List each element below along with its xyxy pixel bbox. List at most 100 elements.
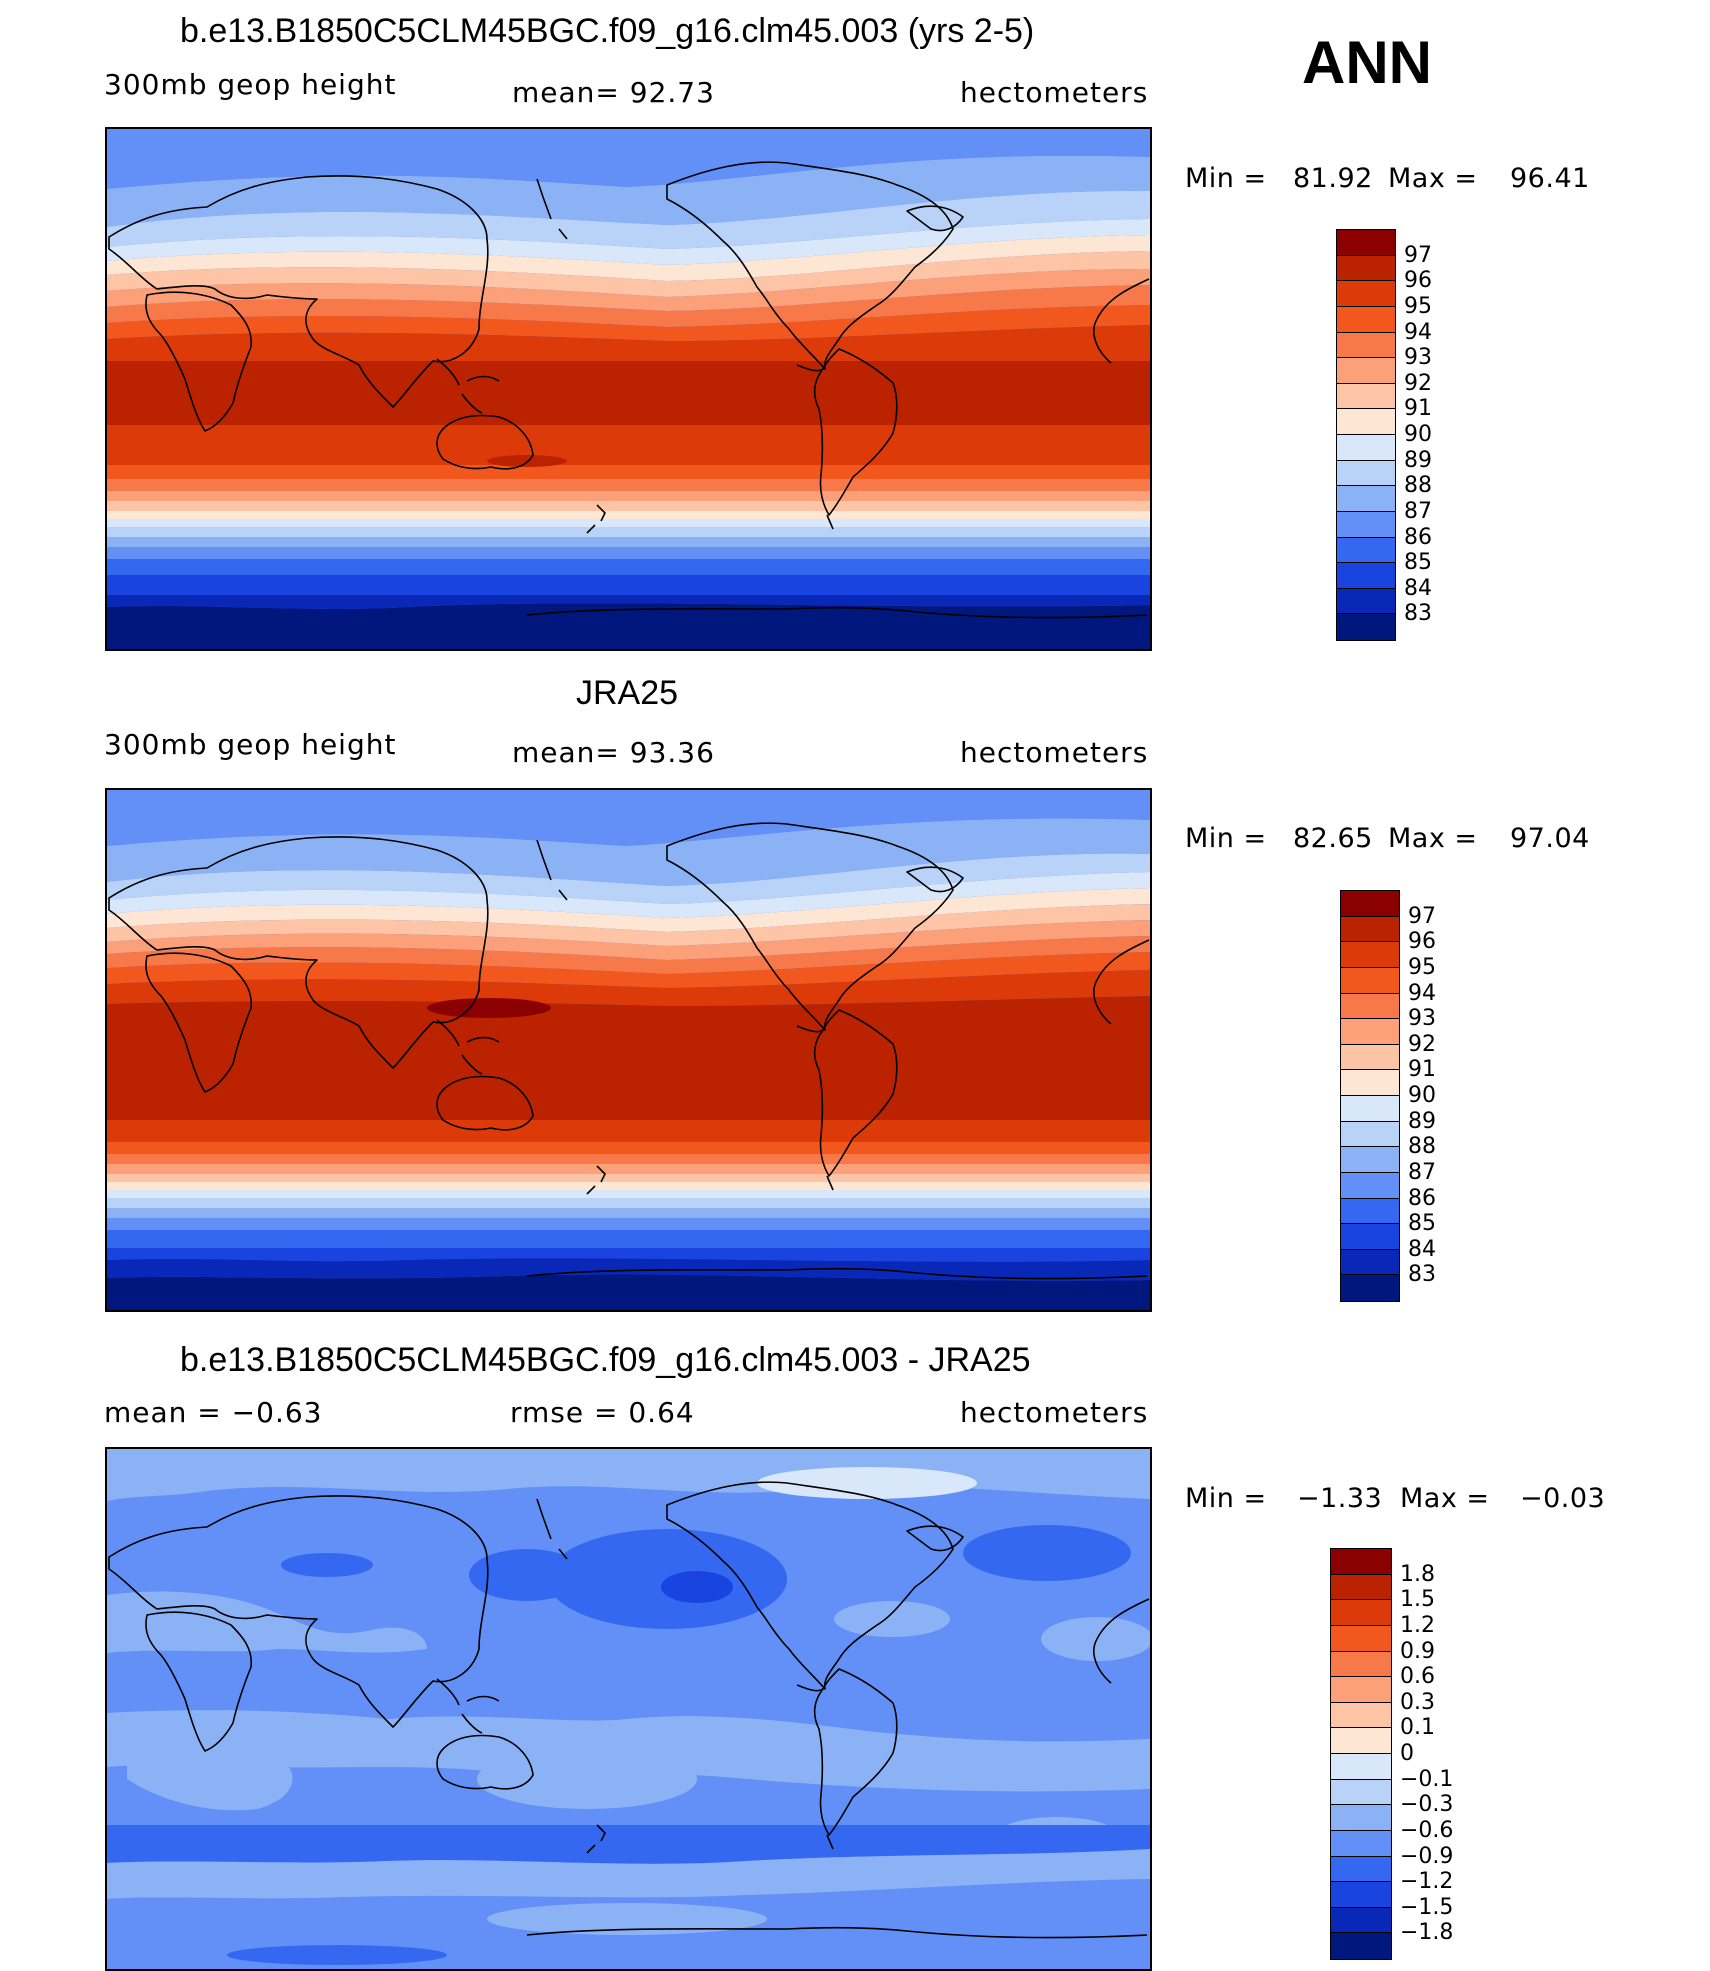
colorbar-swatch [1331, 1651, 1391, 1678]
colorbar-swatch [1337, 460, 1395, 487]
colorbar-swatch [1341, 1019, 1399, 1045]
colorbar-swatch [1337, 383, 1395, 410]
colorbar-level-label: 87 [1408, 1159, 1436, 1185]
panel-2-map [105, 788, 1152, 1312]
panel-2-units-label: hectometers [960, 736, 1149, 769]
colorbar-swatch [1331, 1574, 1391, 1601]
panel-3-map-field [107, 1449, 1150, 1969]
colorbar-swatch [1341, 1070, 1399, 1096]
colorbar-level-label: 0.6 [1400, 1664, 1435, 1690]
panel-1-colorbar [1336, 229, 1396, 641]
colorbar-level-label: 0.1 [1400, 1715, 1435, 1741]
panel-2-map-field [107, 790, 1150, 1310]
colorbar-level-label: 92 [1404, 370, 1432, 396]
colorbar-level-label: 91 [1404, 396, 1432, 422]
colorbar-swatch [1337, 511, 1395, 538]
colorbar-level-label: 86 [1408, 1185, 1436, 1211]
colorbar-level-label: 83 [1408, 1262, 1436, 1288]
colorbar-swatch [1331, 1754, 1391, 1780]
colorbar-swatch [1331, 1625, 1391, 1652]
colorbar-swatch [1337, 409, 1395, 435]
panel-2-max-value: 97.04 [1510, 823, 1590, 854]
panel-2-max-label: Max = [1388, 823, 1478, 854]
colorbar-level-label: −1.8 [1400, 1920, 1454, 1946]
colorbar-swatch [1331, 1702, 1391, 1729]
colorbar-level-label: −1.2 [1400, 1869, 1454, 1895]
colorbar-level-label: 97 [1404, 242, 1432, 268]
colorbar-level-label: 84 [1408, 1236, 1436, 1262]
colorbar-swatch [1341, 891, 1399, 917]
colorbar-level-label: 90 [1408, 1083, 1436, 1108]
colorbar-swatch [1337, 306, 1395, 333]
colorbar-level-label: 84 [1404, 575, 1432, 601]
colorbar-level-label: 1.8 [1400, 1561, 1435, 1587]
panel-1-variable-label: 300mb geop height [104, 68, 397, 101]
colorbar-level-label: 93 [1404, 345, 1432, 371]
colorbar-swatch [1331, 1907, 1391, 1934]
colorbar-swatch [1331, 1600, 1391, 1626]
colorbar-level-label: −0.9 [1400, 1843, 1454, 1869]
colorbar-swatch [1331, 1830, 1391, 1857]
panel-2-min-value: 82.65 [1293, 823, 1373, 854]
colorbar-swatch [1331, 1805, 1391, 1831]
panel-3-units-label: hectometers [960, 1396, 1149, 1429]
colorbar-swatch [1337, 537, 1395, 564]
colorbar-swatch [1337, 358, 1395, 384]
colorbar-level-label: 90 [1404, 422, 1432, 447]
colorbar-swatch [1337, 281, 1395, 307]
panel-3-mean-label: mean = −0.63 [104, 1396, 323, 1429]
colorbar-level-label: 93 [1408, 1006, 1436, 1032]
colorbar-swatch [1341, 1044, 1399, 1071]
colorbar-swatch [1341, 993, 1399, 1020]
panel-3-min-label: Min = [1185, 1483, 1267, 1514]
panel-2-title: JRA25 [576, 674, 679, 712]
panel-3-min-value: −1.33 [1297, 1483, 1383, 1514]
colorbar-level-label: −0.6 [1400, 1817, 1454, 1843]
colorbar-swatch [1341, 1275, 1399, 1301]
colorbar-level-label: 95 [1408, 954, 1436, 980]
panel-2-min-label: Min = [1185, 823, 1267, 854]
colorbar-swatch [1337, 614, 1395, 640]
colorbar-swatch [1341, 1249, 1399, 1276]
panel-1-units-label: hectometers [960, 76, 1149, 109]
colorbar-swatch [1341, 1096, 1399, 1122]
colorbar-swatch [1331, 1856, 1391, 1883]
panel-3-title: b.e13.B1850C5CLM45BGC.f09_g16.clm45.003 … [180, 1341, 1031, 1379]
colorbar-swatch [1337, 588, 1395, 615]
colorbar-swatch [1331, 1779, 1391, 1806]
colorbar-level-label: 85 [1408, 1211, 1436, 1237]
colorbar-swatch [1341, 1147, 1399, 1173]
colorbar-swatch [1331, 1549, 1391, 1575]
panel-3-max-value: −0.03 [1520, 1483, 1606, 1514]
panel-3-rmse-label: rmse = 0.64 [510, 1396, 695, 1429]
colorbar-level-label: −1.5 [1400, 1894, 1454, 1920]
colorbar-level-label: 95 [1404, 293, 1432, 319]
colorbar-level-label: 0.3 [1400, 1689, 1435, 1715]
colorbar-level-label: 83 [1404, 601, 1432, 627]
colorbar-swatch [1341, 1121, 1399, 1148]
colorbar-level-label: 94 [1404, 319, 1432, 345]
colorbar-swatch [1341, 1172, 1399, 1199]
panel-1-max-label: Max = [1388, 163, 1478, 194]
colorbar-swatch [1337, 332, 1395, 359]
colorbar-swatch [1341, 1224, 1399, 1250]
colorbar-level-label: 88 [1404, 473, 1432, 499]
colorbar-swatch [1331, 1882, 1391, 1908]
colorbar-level-label: 91 [1408, 1057, 1436, 1083]
panel-2-colorbar [1340, 890, 1400, 1302]
colorbar-swatch [1341, 942, 1399, 968]
colorbar-level-label: 89 [1408, 1108, 1436, 1134]
colorbar-swatch [1331, 1677, 1391, 1703]
panel-3-map [105, 1447, 1152, 1971]
colorbar-swatch [1337, 563, 1395, 589]
colorbar-level-label: 0.9 [1400, 1638, 1435, 1664]
colorbar-level-label: −0.1 [1400, 1766, 1454, 1792]
colorbar-level-label: −0.3 [1400, 1792, 1454, 1818]
panel-1-min-label: Min = [1185, 163, 1267, 194]
panel-1-max-value: 96.41 [1510, 163, 1590, 194]
panel-3-max-label: Max = [1400, 1483, 1490, 1514]
panel-2-mean-label: mean= 93.36 [512, 736, 715, 769]
colorbar-swatch [1337, 255, 1395, 282]
colorbar-level-label: 89 [1404, 447, 1432, 473]
colorbar-level-label: 0 [1400, 1741, 1414, 1766]
